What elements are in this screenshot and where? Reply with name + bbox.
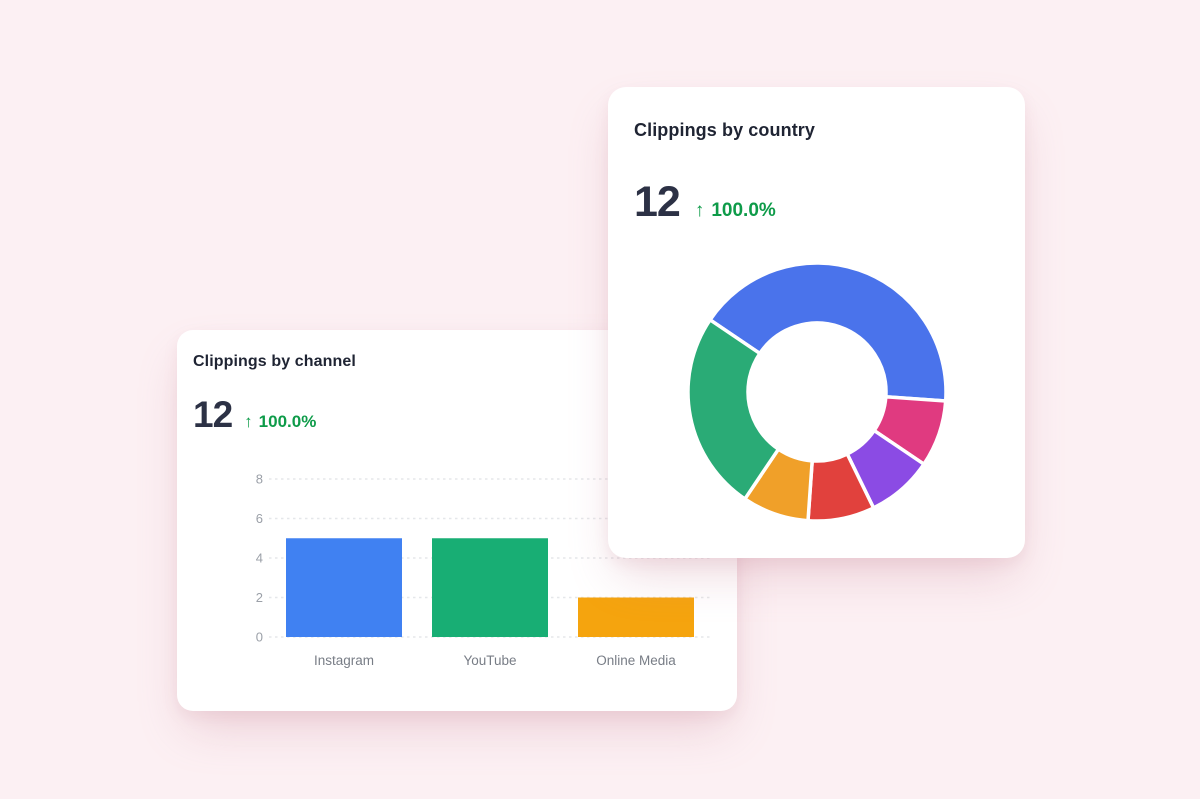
y-tick-label: 6 (256, 511, 263, 526)
card-title: Clippings by channel (193, 353, 356, 370)
metric-row: 12 ↑ 100.0% (634, 181, 776, 224)
y-tick-label: 8 (256, 472, 263, 487)
clippings-by-country-card: Clippings by country 12 ↑ 100.0% (608, 87, 1025, 558)
metric-value: 12 (193, 394, 233, 435)
y-tick-label: 4 (256, 551, 263, 566)
bar-instagram[interactable] (286, 538, 402, 637)
change-percentage: 100.0% (711, 200, 776, 221)
donut-chart (686, 261, 948, 523)
metric-change: ↑ 100.0% (244, 412, 316, 432)
x-category-label: Online Media (596, 653, 676, 668)
metric-change: ↑ 100.0% (695, 200, 776, 222)
y-tick-label: 0 (256, 630, 263, 645)
metric-value: 12 (634, 178, 681, 226)
donut-segment-5[interactable] (686, 318, 781, 501)
y-tick-label: 2 (256, 590, 263, 605)
trend-up-arrow-icon: ↑ (244, 412, 253, 431)
bar-chart: 0 2 4 6 8 Instagram YouTube Online Media (256, 472, 712, 668)
bar-youtube[interactable] (432, 538, 548, 637)
trend-up-arrow-icon: ↑ (694, 200, 705, 221)
change-percentage: 100.0% (258, 412, 317, 431)
x-category-label: YouTube (463, 653, 516, 668)
bar-online-media[interactable] (578, 597, 694, 638)
x-category-label: Instagram (314, 653, 374, 668)
donut-segment-0[interactable] (708, 261, 948, 403)
metric-row: 12 ↑ 100.0% (193, 396, 316, 433)
card-title: Clippings by country (634, 120, 816, 140)
